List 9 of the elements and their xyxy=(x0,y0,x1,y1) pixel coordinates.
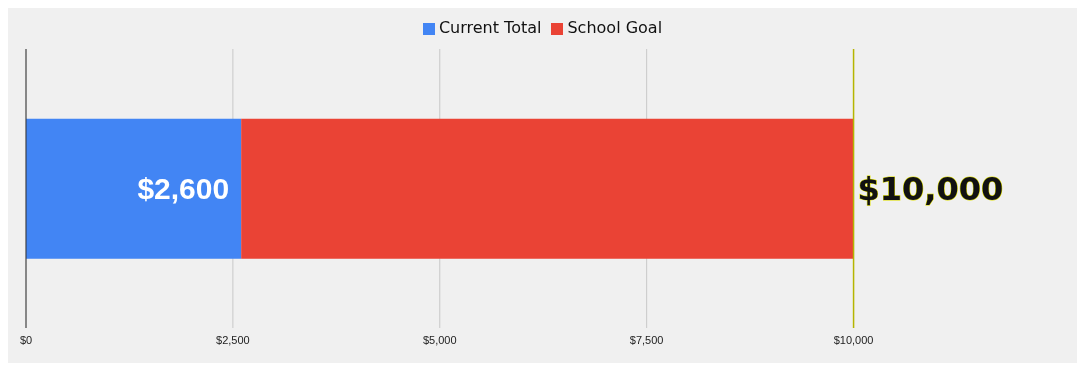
x-tick-label: $7,500 xyxy=(629,333,664,346)
legend-label: School Goal xyxy=(567,18,663,37)
x-tick-label: $2,500 xyxy=(216,333,250,346)
x-tick-label: $5,000 xyxy=(422,333,457,346)
data-label: $2,600 xyxy=(137,172,230,206)
x-tick-label: $10,000 xyxy=(833,333,874,346)
x-tick-label: $0 xyxy=(19,333,33,346)
legend-label: Current Total xyxy=(438,18,542,37)
total-label: $10,000 xyxy=(857,169,1004,208)
